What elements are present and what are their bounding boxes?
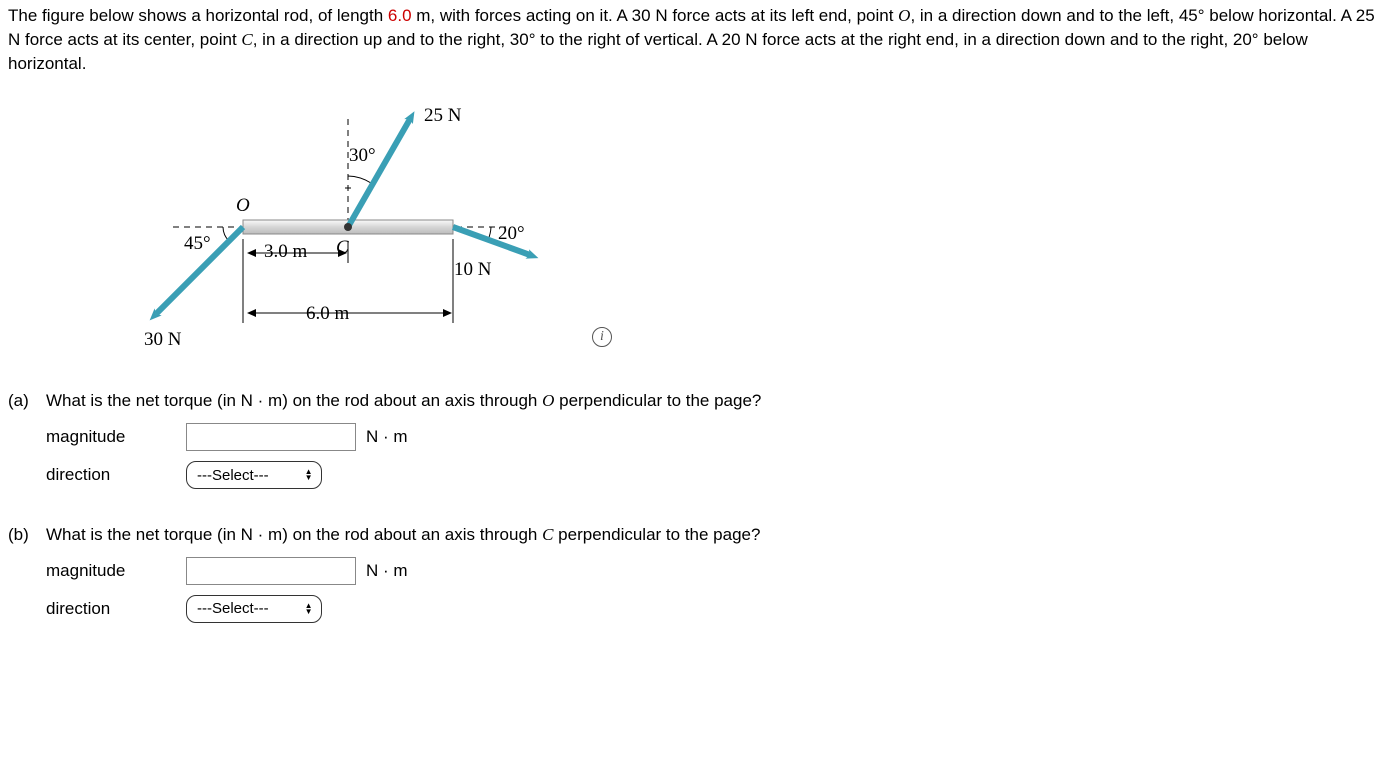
- part-b-direction-row: direction ---Select--- ▲▼: [46, 595, 1382, 623]
- question-parts: (a) What is the net torque (in N · m) on…: [8, 389, 1382, 623]
- intro-var-c: C: [241, 30, 252, 49]
- chevron-up-down-icon: ▲▼: [305, 603, 313, 615]
- fig-half-length: 3.0 m: [264, 239, 307, 266]
- intro-length: 6.0: [388, 6, 412, 25]
- chevron-up-down-icon: ▲▼: [305, 469, 313, 481]
- part-a-magnitude-row: magnitude N · m: [46, 423, 1382, 451]
- fig-angle-right: 20°: [498, 221, 525, 248]
- fig-full-length: 6.0 m: [306, 301, 349, 328]
- part-b-question: What is the net torque (in N · m) on the…: [46, 523, 1382, 547]
- part-b-magnitude-input[interactable]: [186, 557, 356, 585]
- part-b-axis-var: C: [542, 525, 553, 544]
- problem-intro: The figure below shows a horizontal rod,…: [8, 4, 1382, 75]
- direction-label: direction: [46, 463, 186, 487]
- part-a-axis-var: O: [542, 391, 554, 410]
- part-b-question-post: perpendicular to the page?: [553, 525, 760, 544]
- fig-label-o: O: [236, 193, 250, 220]
- select-placeholder: ---Select---: [197, 465, 269, 486]
- part-b-magnitude-row: magnitude N · m: [46, 557, 1382, 585]
- part-a-question-pre: What is the net torque (in N · m) on the…: [46, 391, 542, 410]
- fig-force-left: 30 N: [144, 327, 181, 354]
- part-a-question: What is the net torque (in N · m) on the…: [46, 389, 1382, 413]
- intro-var-o: O: [898, 6, 910, 25]
- unit-label: N · m: [366, 425, 408, 449]
- fig-angle-center: 30°: [349, 143, 376, 170]
- part-a-magnitude-input[interactable]: [186, 423, 356, 451]
- direction-label: direction: [46, 597, 186, 621]
- part-b-question-pre: What is the net torque (in N · m) on the…: [46, 525, 542, 544]
- fig-force-right: 10 N: [454, 257, 491, 284]
- part-a-label: (a): [8, 389, 46, 489]
- part-a-question-post: perpendicular to the page?: [554, 391, 761, 410]
- intro-t2: m, with forces acting on it. A 30 N forc…: [412, 6, 899, 25]
- fig-force-center: 25 N: [424, 103, 461, 130]
- part-b-label: (b): [8, 523, 46, 623]
- part-b: (b) What is the net torque (in N · m) on…: [8, 523, 1382, 623]
- part-b-direction-select[interactable]: ---Select--- ▲▼: [186, 595, 322, 623]
- fig-angle-left: 45°: [184, 231, 211, 258]
- part-a-direction-row: direction ---Select--- ▲▼: [46, 461, 1382, 489]
- unit-label: N · m: [366, 559, 408, 583]
- select-placeholder: ---Select---: [197, 598, 269, 619]
- magnitude-label: magnitude: [46, 425, 186, 449]
- magnitude-label: magnitude: [46, 559, 186, 583]
- part-a: (a) What is the net torque (in N · m) on…: [8, 389, 1382, 489]
- fig-label-c: C: [336, 235, 349, 262]
- figure: O C 3.0 m 6.0 m 45° 30° 20° 30 N 25 N 10…: [88, 91, 648, 371]
- intro-t1: The figure below shows a horizontal rod,…: [8, 6, 388, 25]
- part-a-direction-select[interactable]: ---Select--- ▲▼: [186, 461, 322, 489]
